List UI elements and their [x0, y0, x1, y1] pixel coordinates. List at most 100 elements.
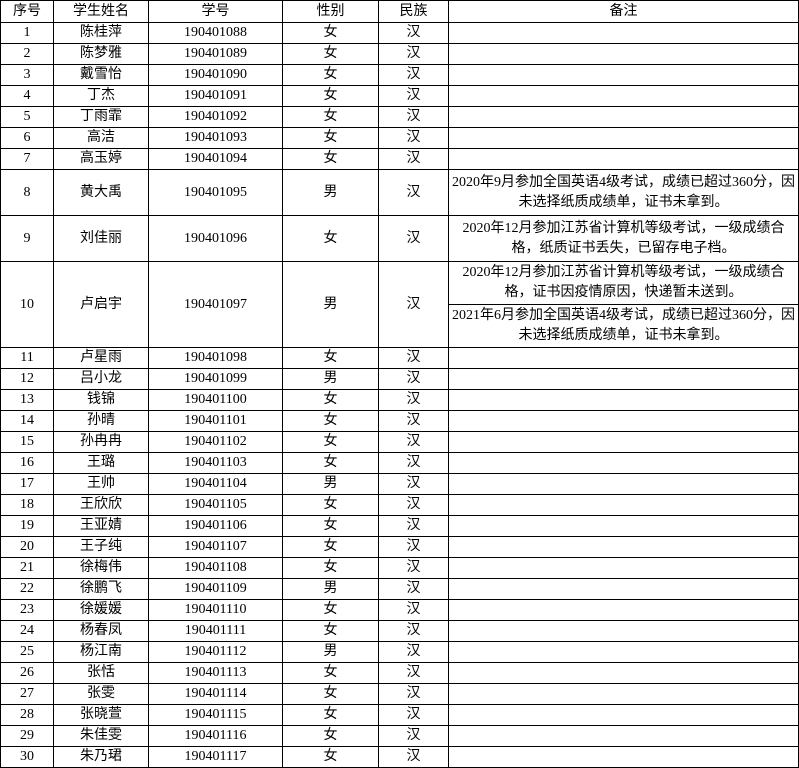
gender: 女: [282, 85, 379, 107]
remark: 2020年9月参加全国英语4级考试，成绩已超过360分，因未选择纸质成绩单，证书…: [448, 169, 799, 216]
student-name: 钱锦: [53, 389, 149, 411]
table-row: 27 张雯 190401114 女汉: [0, 683, 799, 705]
student-id: 190401088: [148, 22, 283, 44]
remark: 2020年12月参加江苏省计算机等级考试，一级成绩合格，证书因疫情原因，快递暂未…: [448, 261, 799, 305]
table-row: 8 黄大禹 190401095 男汉 2020年9月参加全国英语4级考试，成绩已超过36…: [0, 169, 799, 216]
ethnicity: 汉: [378, 683, 449, 705]
student-id: 190401091: [148, 85, 283, 107]
table-row: 11 卢星雨 190401098 女汉: [0, 347, 799, 369]
student-name: 高玉婷: [53, 148, 149, 170]
ethnicity: 汉: [378, 127, 449, 149]
gender: 女: [282, 746, 379, 768]
gender: 女: [282, 515, 379, 537]
student-id: 190401099: [148, 368, 283, 390]
table-row: 19 王亚婧 190401106 女汉: [0, 515, 799, 537]
table-row: 1 陈桂萍 190401088 女汉: [0, 22, 799, 44]
table-row: 22 徐鹏飞 190401109 男汉: [0, 578, 799, 600]
row-number: 23: [0, 599, 54, 621]
student-id: 190401113: [148, 662, 283, 684]
remark-empty: [448, 85, 799, 107]
row-number: 27: [0, 683, 54, 705]
table-row: 2021年6月参加全国英语4级考试，成绩已超过360分，因未选择纸质成绩单，证书…: [1, 304, 799, 348]
remark-empty: [448, 578, 799, 600]
gender: 女: [282, 64, 379, 86]
row-number: 2: [0, 43, 54, 65]
student-id: 190401115: [148, 704, 283, 726]
ethnicity: 汉: [378, 215, 449, 262]
table-row: 25 杨江南 190401112 男汉: [0, 641, 799, 663]
student-id: 190401093: [148, 127, 283, 149]
student-id: 190401101: [148, 410, 283, 432]
table-row: 6 高洁 190401093 女汉: [0, 127, 799, 149]
student-id: 190401090: [148, 64, 283, 86]
row-number: 18: [0, 494, 54, 516]
student-id: 190401096: [148, 215, 283, 262]
gender: 女: [282, 410, 379, 432]
row-number: 14: [0, 410, 54, 432]
gender: 男: [282, 641, 379, 663]
ethnicity: 汉: [378, 261, 449, 348]
table-row: 7 高玉婷 190401094 女汉: [0, 148, 799, 170]
header-row: 序号 学生姓名 学号 性别 民族 备注: [0, 0, 799, 23]
ethnicity: 汉: [378, 410, 449, 432]
student-id: 190401094: [148, 148, 283, 170]
student-name: 张晓萱: [53, 704, 149, 726]
gender: 女: [282, 106, 379, 128]
remark-empty: [448, 431, 799, 453]
row-number: 30: [0, 746, 54, 768]
student-name: 王亚婧: [53, 515, 149, 537]
student-name: 刘佳丽: [53, 215, 149, 262]
row-number: 26: [0, 662, 54, 684]
student-name: 徐媛媛: [53, 599, 149, 621]
student-id: 190401117: [148, 746, 283, 768]
student-name: 王欣欣: [53, 494, 149, 516]
remark-empty: [448, 557, 799, 579]
remark-empty: [448, 494, 799, 516]
student-id: 190401095: [148, 169, 283, 216]
row-number: 6: [0, 127, 54, 149]
ethnicity: 汉: [378, 662, 449, 684]
row-number: 19: [0, 515, 54, 537]
ethnicity: 汉: [378, 725, 449, 747]
remark-empty: [448, 599, 799, 621]
student-name: 孙晴: [53, 410, 149, 432]
student-id: 190401110: [148, 599, 283, 621]
student-id: 190401107: [148, 536, 283, 558]
table-row: 26 张恬 190401113 女汉: [0, 662, 799, 684]
remark: 2020年12月参加江苏省计算机等级考试，一级成绩合格，纸质证书丢失，已留存电子…: [448, 215, 799, 262]
remark-empty: [448, 368, 799, 390]
header-cell: 序号: [0, 0, 54, 23]
student-name: 陈桂萍: [53, 22, 149, 44]
remark-empty: [448, 536, 799, 558]
table-row: 12 吕小龙 190401099 男汉: [0, 368, 799, 390]
ethnicity: 汉: [378, 557, 449, 579]
gender: 男: [282, 473, 379, 495]
student-name: 卢星雨: [53, 347, 149, 369]
row-number: 11: [0, 347, 54, 369]
table-row: 21 徐梅伟 190401108 女汉: [0, 557, 799, 579]
student-name: 吕小龙: [53, 368, 149, 390]
ethnicity: 汉: [378, 599, 449, 621]
row-number: 28: [0, 704, 54, 726]
remark-empty: [448, 641, 799, 663]
ethnicity: 汉: [378, 368, 449, 390]
row-number: 16: [0, 452, 54, 474]
remark-empty: [448, 620, 799, 642]
header-cell: 学生姓名: [53, 0, 149, 23]
remark-empty: [448, 43, 799, 65]
student-id: 190401092: [148, 106, 283, 128]
gender: 女: [282, 431, 379, 453]
gender: 男: [282, 578, 379, 600]
table-row: 2 陈梦雅 190401089 女汉: [0, 43, 799, 65]
ethnicity: 汉: [378, 452, 449, 474]
row-number: 22: [0, 578, 54, 600]
student-name: 张雯: [53, 683, 149, 705]
student-name: 徐鹏飞: [53, 578, 149, 600]
row-number: 3: [0, 64, 54, 86]
student-id: 190401114: [148, 683, 283, 705]
table-row: 17 王帅 190401104 男汉: [0, 473, 799, 495]
ethnicity: 汉: [378, 431, 449, 453]
table-row: 13 钱锦 190401100 女汉: [0, 389, 799, 411]
table-row: 5 丁雨霏 190401092 女汉: [0, 106, 799, 128]
